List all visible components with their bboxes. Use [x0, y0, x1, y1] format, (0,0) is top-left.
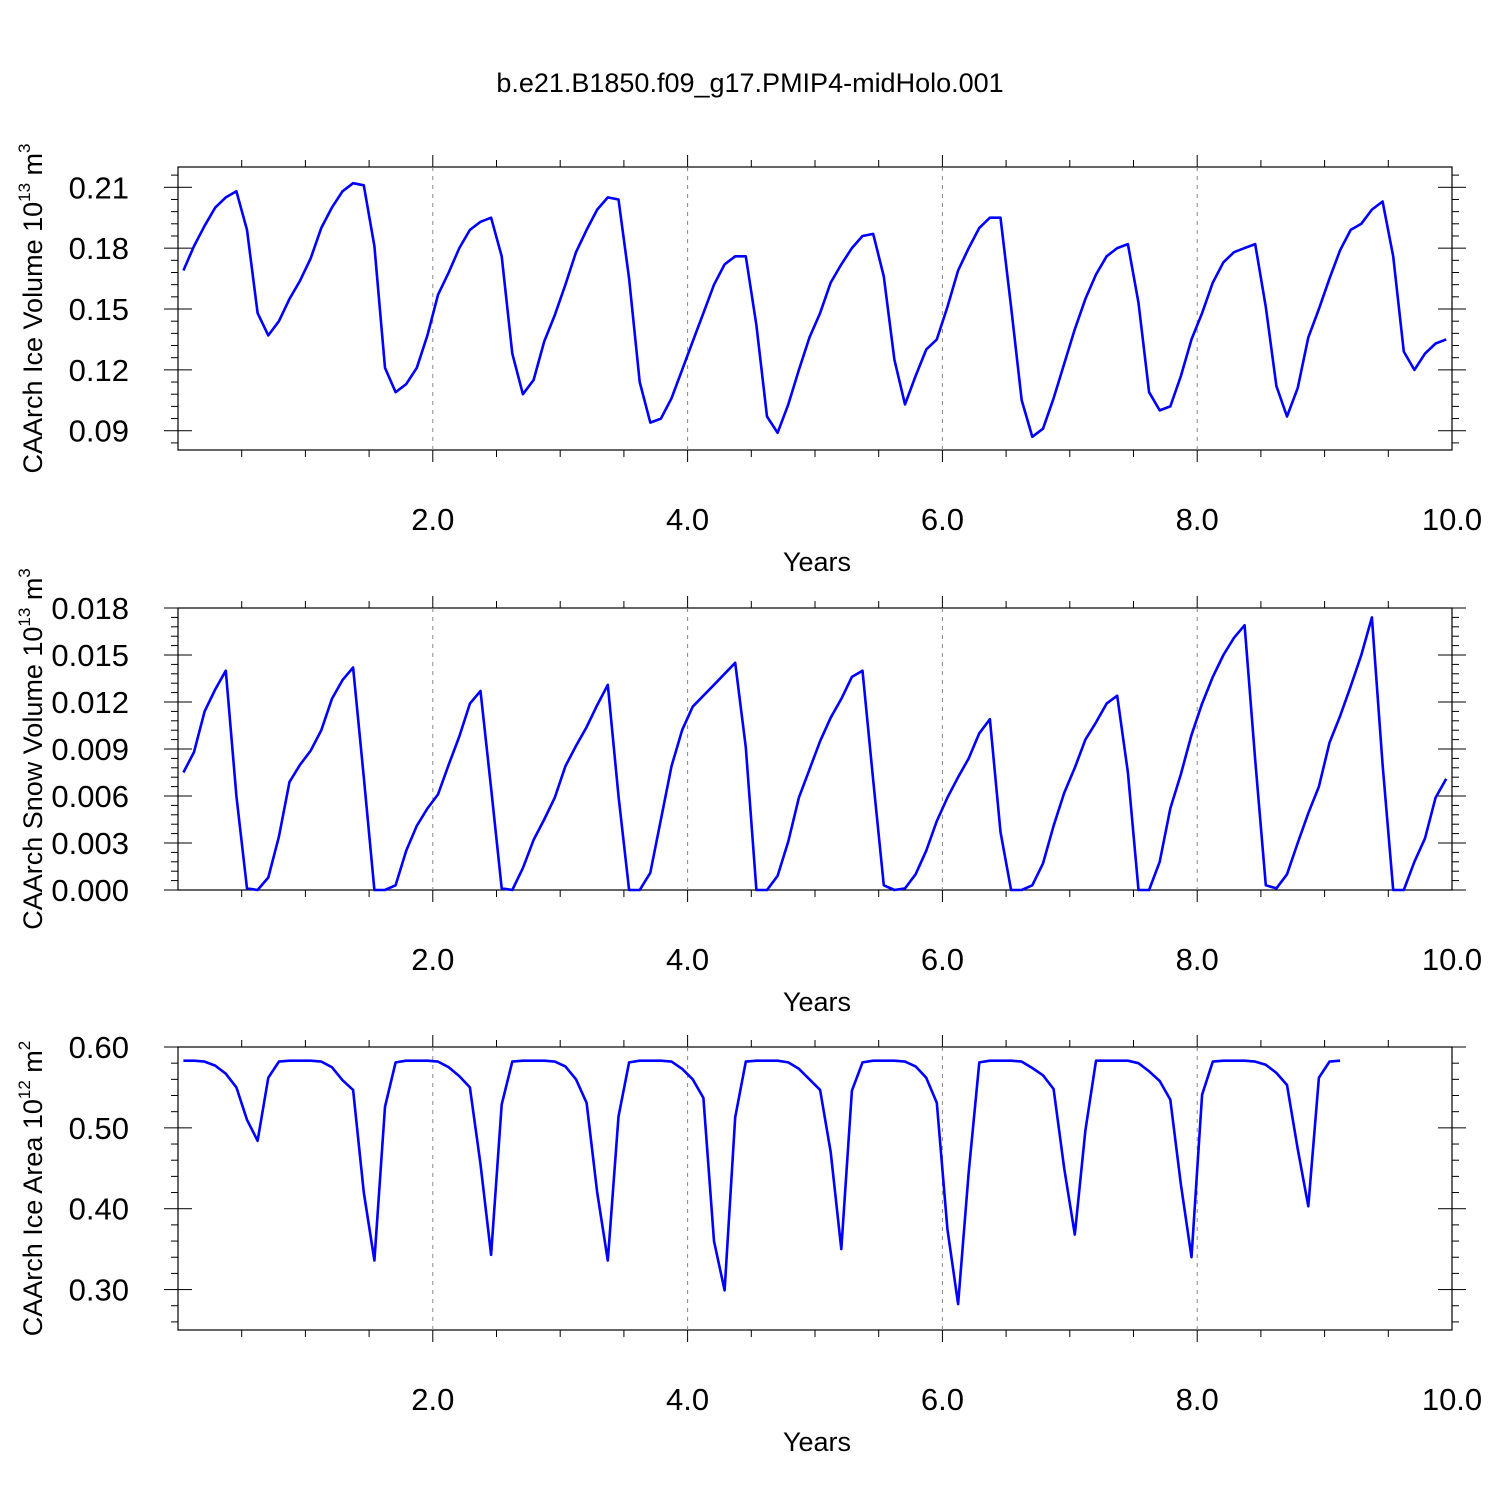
snow-volume-y-tick-label: 0.012	[51, 685, 129, 720]
ice-volume-y-axis-label-unit-exponent: 3	[15, 143, 34, 152]
ice-area-y-axis-label-unit: m	[18, 1050, 48, 1080]
ice-area-x-axis-label: Years	[783, 1427, 851, 1457]
snow-volume-panel: 2.0 4.0 6.0 8.0 10.0 Years 0.000 0.003 0.006 0.00…	[15, 568, 1482, 1017]
ice-area-series-line	[183, 1059, 1341, 1306]
ice-area-plot-frame	[177, 1046, 1453, 1331]
ice-area-x-tick-label: 10.0	[1422, 1382, 1482, 1417]
ice-volume-x-axis-label: Years	[783, 547, 851, 577]
ice-volume-series-line	[182, 181, 1447, 439]
snow-volume-y-axis-label-text: CAArch Snow Volume 10	[18, 627, 48, 930]
snow-volume-y-axis-label-unit: m	[18, 578, 48, 608]
snow-volume-y-axis-label-unit-exponent: 3	[15, 568, 34, 577]
ice-volume-x-tick-label: 8.0	[1176, 502, 1219, 537]
figure-title: b.e21.B1850.f09_g17.PMIP4-midHolo.001	[496, 68, 1003, 98]
ice-volume-y-tick-label: 0.15	[69, 292, 129, 327]
snow-volume-x-tick-label: 6.0	[921, 942, 964, 977]
ice-area-y-tick-label: 0.30	[69, 1273, 129, 1308]
ice-volume-y-axis-label-text: CAArch Ice Volume 10	[18, 202, 48, 474]
ice-volume-y-axis-label-exponent: 13	[15, 183, 34, 202]
snow-volume-y-axis-label-exponent: 13	[15, 608, 34, 627]
ice-volume-y-tick-label: 0.12	[69, 353, 129, 388]
snow-volume-series-line	[182, 616, 1448, 892]
ice-area-y-axis-label: CAArch Ice Area 1012 m2	[15, 1041, 48, 1337]
snow-volume-y-tick-label: 0.009	[51, 732, 129, 767]
snow-volume-x-tick-label: 8.0	[1176, 942, 1219, 977]
ice-volume-y-axis-label: CAArch Ice Volume 1013 m3	[15, 143, 48, 473]
ice-volume-y-tick-label: 0.21	[69, 170, 129, 205]
ice-area-x-tick-label: 6.0	[921, 1382, 964, 1417]
ice-area-x-tick-label: 8.0	[1176, 1382, 1219, 1417]
snow-volume-y-tick-label: 0.015	[51, 638, 129, 673]
ice-volume-y-tick-label: 0.18	[69, 231, 129, 266]
ice-volume-y-axis-label-unit: m	[18, 153, 48, 183]
snow-volume-x-tick-label: 2.0	[411, 942, 454, 977]
ice-volume-x-tick-label: 6.0	[921, 502, 964, 537]
snow-volume-plot-frame	[177, 607, 1453, 891]
snow-volume-y-axis-label: CAArch Snow Volume 1013 m3	[15, 568, 48, 930]
ice-area-panel: 2.0 4.0 6.0 8.0 10.0 Years 0.30 0.40 0.50 0.60 CAA…	[15, 1030, 1482, 1457]
ice-area-x-tick-label: 4.0	[666, 1382, 709, 1417]
ice-volume-panel: 2.0 4.0 6.0 8.0 10.0 Years 0.09 0.12 0.15 0.18 0.2…	[15, 143, 1482, 577]
ice-area-y-axis-label-text: CAArch Ice Area 10	[18, 1099, 48, 1336]
ice-area-x-tick-label: 2.0	[411, 1382, 454, 1417]
ice-volume-x-tick-label: 2.0	[411, 502, 454, 537]
ice-volume-y-tick-label: 0.09	[69, 414, 129, 449]
ice-volume-x-tick-label: 10.0	[1422, 502, 1482, 537]
snow-volume-y-tick-label: 0.000	[51, 873, 129, 908]
snow-volume-y-tick-label: 0.003	[51, 826, 129, 861]
snow-volume-x-axis-label: Years	[783, 987, 851, 1017]
snow-volume-y-tick-label: 0.006	[51, 779, 129, 814]
ice-area-y-tick-label: 0.60	[69, 1030, 129, 1065]
snow-volume-x-tick-label: 4.0	[666, 942, 709, 977]
ice-area-y-axis-label-exponent: 12	[15, 1080, 34, 1099]
ice-volume-x-tick-label: 4.0	[666, 502, 709, 537]
snow-volume-y-tick-label: 0.018	[51, 591, 129, 626]
snow-volume-x-tick-label: 10.0	[1422, 942, 1482, 977]
ice-area-y-tick-label: 0.40	[69, 1192, 129, 1227]
ice-area-y-axis-label-unit-exponent: 2	[15, 1041, 34, 1050]
ice-area-y-tick-label: 0.50	[69, 1111, 129, 1146]
